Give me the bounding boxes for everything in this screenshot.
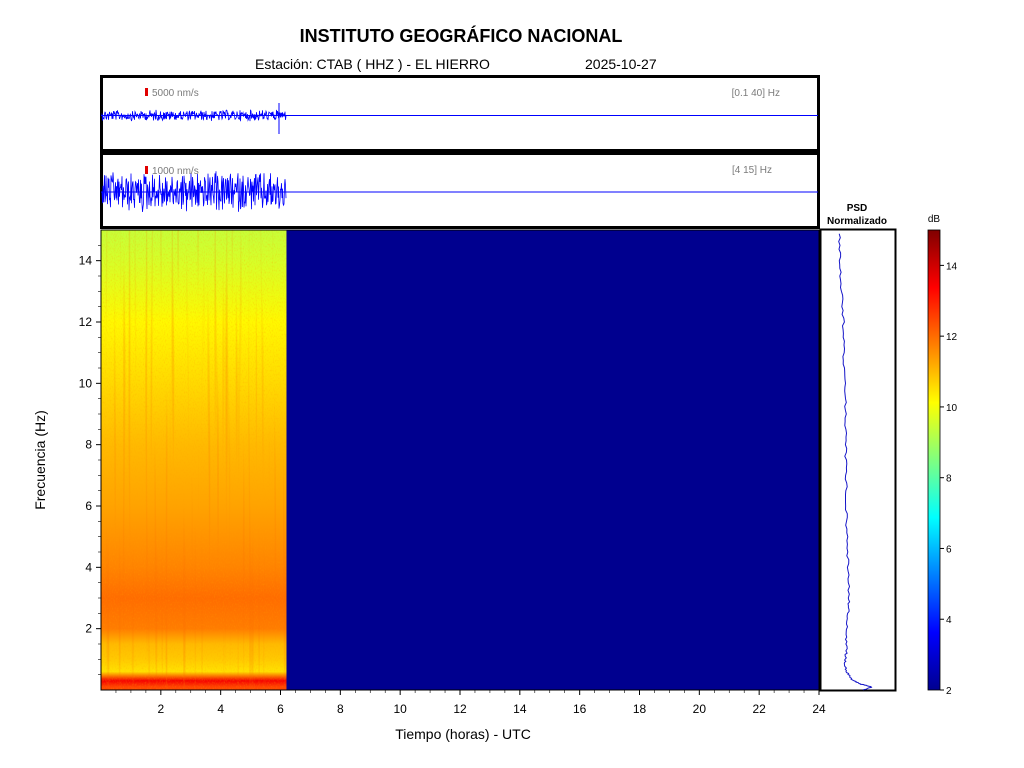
colorbar-tick-label: 14 [946, 261, 958, 272]
seismogram-panel-filtered: 1000 nm/s [4 15] Hz [100, 152, 820, 229]
colorbar-tick-label: 4 [946, 615, 952, 626]
x-tick-label: 10 [393, 702, 407, 716]
x-tick-label: 2 [157, 702, 164, 716]
scale-label: 1000 nm/s [152, 166, 199, 177]
psd-title: PSD [847, 203, 868, 214]
seismogram-panel-broadband: 5000 nm/s [0.1 40] Hz [100, 75, 820, 152]
x-tick-label: 20 [693, 702, 707, 716]
colorbar-tick-label: 2 [946, 686, 952, 697]
station-label: Estación: CTAB ( HHZ ) - EL HIERRO [255, 56, 490, 72]
x-tick-label: 8 [337, 702, 344, 716]
x-tick-label: 6 [277, 702, 284, 716]
x-tick-label: 4 [217, 702, 224, 716]
y-tick-label: 14 [79, 254, 93, 268]
y-tick-label: 10 [79, 376, 93, 390]
y-tick-label: 8 [85, 438, 92, 452]
scale-label: 5000 nm/s [152, 88, 199, 99]
x-tick-label: 14 [513, 702, 527, 716]
date-label: 2025-10-27 [585, 56, 657, 72]
y-tick-label: 2 [85, 622, 92, 636]
band-label: [0.1 40] Hz [732, 88, 780, 99]
band-label: [4 15] Hz [732, 165, 772, 176]
colorbar: dB 2 4 6 8 10 12 14 [927, 214, 958, 697]
x-tick-label: 24 [812, 702, 826, 716]
psd-curve [838, 233, 873, 691]
x-tick-label: 12 [453, 702, 467, 716]
colorbar-tick-label: 8 [946, 474, 952, 485]
seismogram-frame [100, 75, 820, 152]
x-axis: 2 4 6 8 10 12 14 16 18 20 22 24 [115, 690, 826, 716]
psd-panel: PSD Normalizado [819, 203, 897, 692]
x-tick-label: 18 [633, 702, 647, 716]
spectrogram-data [101, 230, 287, 690]
colorbar-tick-label: 12 [946, 332, 958, 343]
x-tick-label: 22 [752, 702, 766, 716]
colorbar-ticks: 2 4 6 8 10 12 14 [940, 261, 958, 697]
y-tick-label: 12 [79, 315, 93, 329]
y-tick-label: 6 [85, 499, 92, 513]
colorbar-label: dB [928, 214, 941, 225]
seismic-trace [101, 171, 287, 213]
x-tick-label: 16 [573, 702, 587, 716]
colorbar-tick-label: 6 [946, 544, 952, 555]
y-tick-label: 4 [85, 560, 92, 574]
chart-title: INSTITUTO GEOGRÁFICO NACIONAL [299, 26, 623, 46]
spectrogram-bursts [101, 230, 287, 690]
y-axis: 2 4 6 8 10 12 14 [79, 245, 101, 675]
colorbar-tick-label: 10 [946, 403, 958, 414]
colorbar-gradient [927, 229, 941, 691]
seismic-trace [101, 109, 287, 122]
psd-frame [819, 228, 897, 692]
scale-marker [145, 88, 148, 96]
x-axis-label: Tiempo (horas) - UTC [395, 726, 531, 742]
y-axis-label: Frecuencia (Hz) [32, 410, 48, 510]
psd-subtitle: Normalizado [827, 216, 887, 227]
scale-marker [145, 166, 148, 174]
